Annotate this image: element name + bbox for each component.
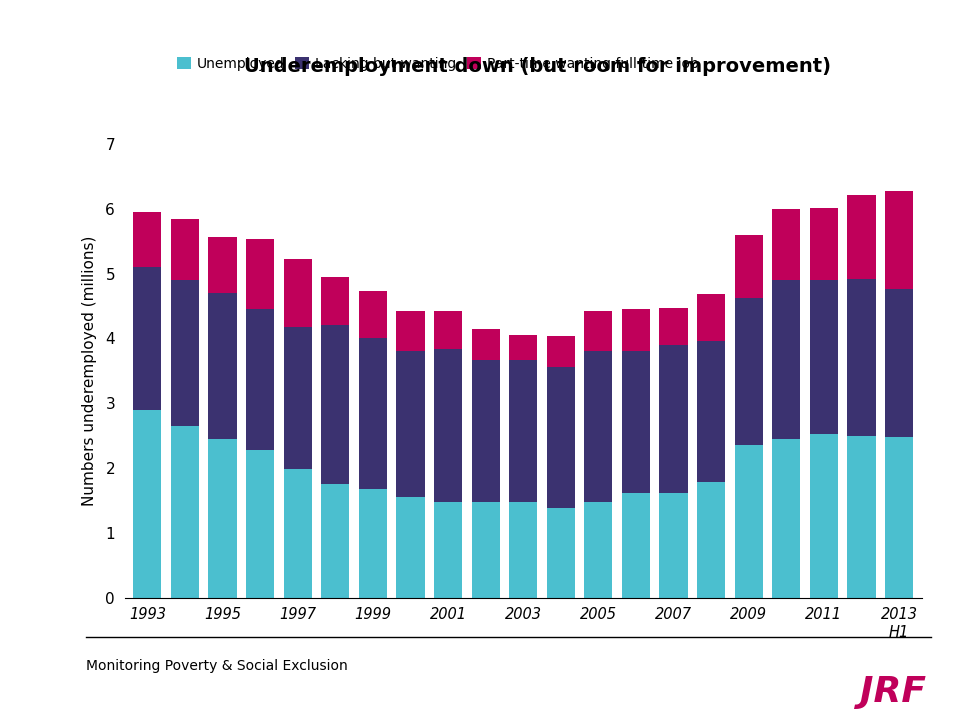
Bar — [885, 437, 913, 598]
Bar — [848, 279, 876, 436]
Bar — [133, 267, 161, 410]
Bar — [283, 258, 312, 327]
Bar — [509, 335, 538, 361]
Bar — [810, 280, 838, 434]
Bar — [171, 219, 199, 280]
Bar — [885, 289, 913, 437]
Bar — [509, 502, 538, 598]
Legend: Unemployed, Lacking but wanting, Part-time wanting full-time job: Unemployed, Lacking but wanting, Part-ti… — [172, 51, 704, 76]
Bar — [208, 237, 236, 293]
Bar — [471, 329, 500, 361]
Bar — [848, 194, 876, 279]
Bar — [133, 410, 161, 598]
Bar — [772, 439, 801, 598]
Bar — [622, 309, 650, 351]
Bar — [585, 311, 612, 351]
Text: Monitoring Poverty & Social Exclusion: Monitoring Poverty & Social Exclusion — [86, 659, 348, 672]
Bar — [734, 445, 763, 598]
Bar — [622, 351, 650, 492]
Bar — [810, 434, 838, 598]
Bar — [359, 338, 387, 489]
Text: JRF: JRF — [860, 675, 925, 709]
Bar — [208, 439, 236, 598]
Bar — [622, 492, 650, 598]
Bar — [359, 489, 387, 598]
Bar — [509, 361, 538, 502]
Bar — [734, 235, 763, 297]
Y-axis label: Numbers underemployed (millions): Numbers underemployed (millions) — [82, 235, 97, 506]
Bar — [885, 191, 913, 289]
Bar — [396, 351, 424, 497]
Bar — [471, 361, 500, 502]
Bar — [434, 349, 462, 502]
Bar — [322, 276, 349, 325]
Bar — [660, 492, 687, 598]
Bar — [546, 508, 575, 598]
Bar — [133, 212, 161, 267]
Bar — [772, 209, 801, 280]
Bar — [734, 297, 763, 445]
Bar — [810, 207, 838, 280]
Bar — [697, 482, 725, 598]
Bar — [322, 484, 349, 598]
Bar — [359, 291, 387, 338]
Bar — [546, 367, 575, 508]
Bar — [322, 325, 349, 484]
Bar — [660, 345, 687, 492]
Bar — [772, 280, 801, 439]
Bar — [585, 351, 612, 502]
Text: Underemployment down (but room for improvement): Underemployment down (but room for impro… — [244, 57, 831, 76]
Bar — [246, 238, 275, 309]
Bar — [848, 436, 876, 598]
Bar — [660, 308, 687, 345]
Bar — [283, 469, 312, 598]
Bar — [585, 502, 612, 598]
Bar — [396, 497, 424, 598]
Bar — [471, 502, 500, 598]
Bar — [434, 310, 462, 349]
Bar — [396, 311, 424, 351]
Bar — [697, 294, 725, 341]
Bar — [208, 293, 236, 439]
Bar — [171, 280, 199, 426]
Bar — [697, 341, 725, 482]
Bar — [283, 327, 312, 469]
Bar — [434, 502, 462, 598]
Bar — [171, 426, 199, 598]
Bar — [246, 309, 275, 450]
Bar — [246, 450, 275, 598]
Bar — [546, 336, 575, 367]
